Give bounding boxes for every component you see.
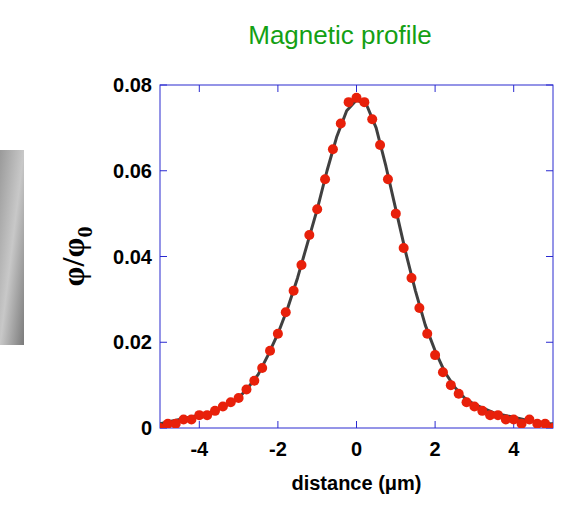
fit-line: [160, 100, 553, 424]
x-tick-label: -2: [269, 438, 287, 460]
x-tick: [435, 421, 436, 428]
data-point: [328, 144, 338, 154]
data-point: [304, 230, 314, 240]
x-tick: [435, 85, 436, 92]
data-point: [359, 97, 369, 107]
x-tick: [199, 85, 200, 92]
y-tick: [546, 170, 553, 171]
y-tick: [160, 342, 167, 343]
y-tick: [546, 85, 553, 86]
x-tick: [356, 85, 357, 92]
x-tick: [277, 85, 278, 92]
data-point: [234, 393, 244, 403]
y-tick: [546, 256, 553, 257]
data-point: [367, 114, 377, 124]
data-point: [336, 119, 346, 129]
x-tick: [513, 85, 514, 92]
data-point: [438, 367, 448, 377]
x-tick: [199, 421, 200, 428]
y-tick-label: 0.06: [113, 160, 152, 182]
data-point: [265, 346, 275, 356]
x-tick: [356, 421, 357, 428]
data-point: [430, 350, 440, 360]
y-tick: [160, 85, 167, 86]
data-point: [383, 174, 393, 184]
y-tick-label: 0.02: [113, 331, 152, 353]
x-tick-label: -4: [190, 438, 209, 460]
plot-frame: [160, 85, 553, 428]
data-point: [281, 307, 291, 317]
image-strip: [0, 150, 24, 345]
data-point: [375, 140, 385, 150]
y-tick-label: 0.04: [113, 246, 153, 268]
data-point: [241, 384, 251, 394]
y-tick: [160, 170, 167, 171]
y-tick: [546, 342, 553, 343]
data-point: [249, 376, 259, 386]
x-tick-label: 0: [351, 438, 362, 460]
data-point: [399, 243, 409, 253]
x-tick: [277, 421, 278, 428]
data-point: [422, 329, 432, 339]
data-point: [257, 363, 267, 373]
chart: Magnetic profile -4 -2 0 2 4 0 0.02 0.04 0.06 0.08…: [0, 0, 562, 509]
data-point: [391, 209, 401, 219]
data-point: [454, 389, 464, 399]
data-point: [289, 286, 299, 296]
title: Magnetic profile: [248, 20, 432, 50]
data-point: [407, 273, 417, 283]
data-point: [296, 260, 306, 270]
x-tick-label: 4: [508, 438, 520, 460]
data-point: [273, 329, 283, 339]
y-axis-title: φ/φ0: [55, 227, 97, 287]
data-point: [548, 423, 553, 428]
data-point: [446, 380, 456, 390]
y-tick-label: 0.08: [113, 74, 152, 96]
data-point: [414, 303, 424, 313]
x-tick-label: 2: [430, 438, 441, 460]
data-point: [312, 204, 322, 214]
x-axis-title: distance (μm): [291, 472, 421, 494]
y-tick: [160, 256, 167, 257]
y-tick-label: 0: [141, 417, 152, 439]
data-point: [320, 174, 330, 184]
plot-area: [160, 93, 553, 428]
